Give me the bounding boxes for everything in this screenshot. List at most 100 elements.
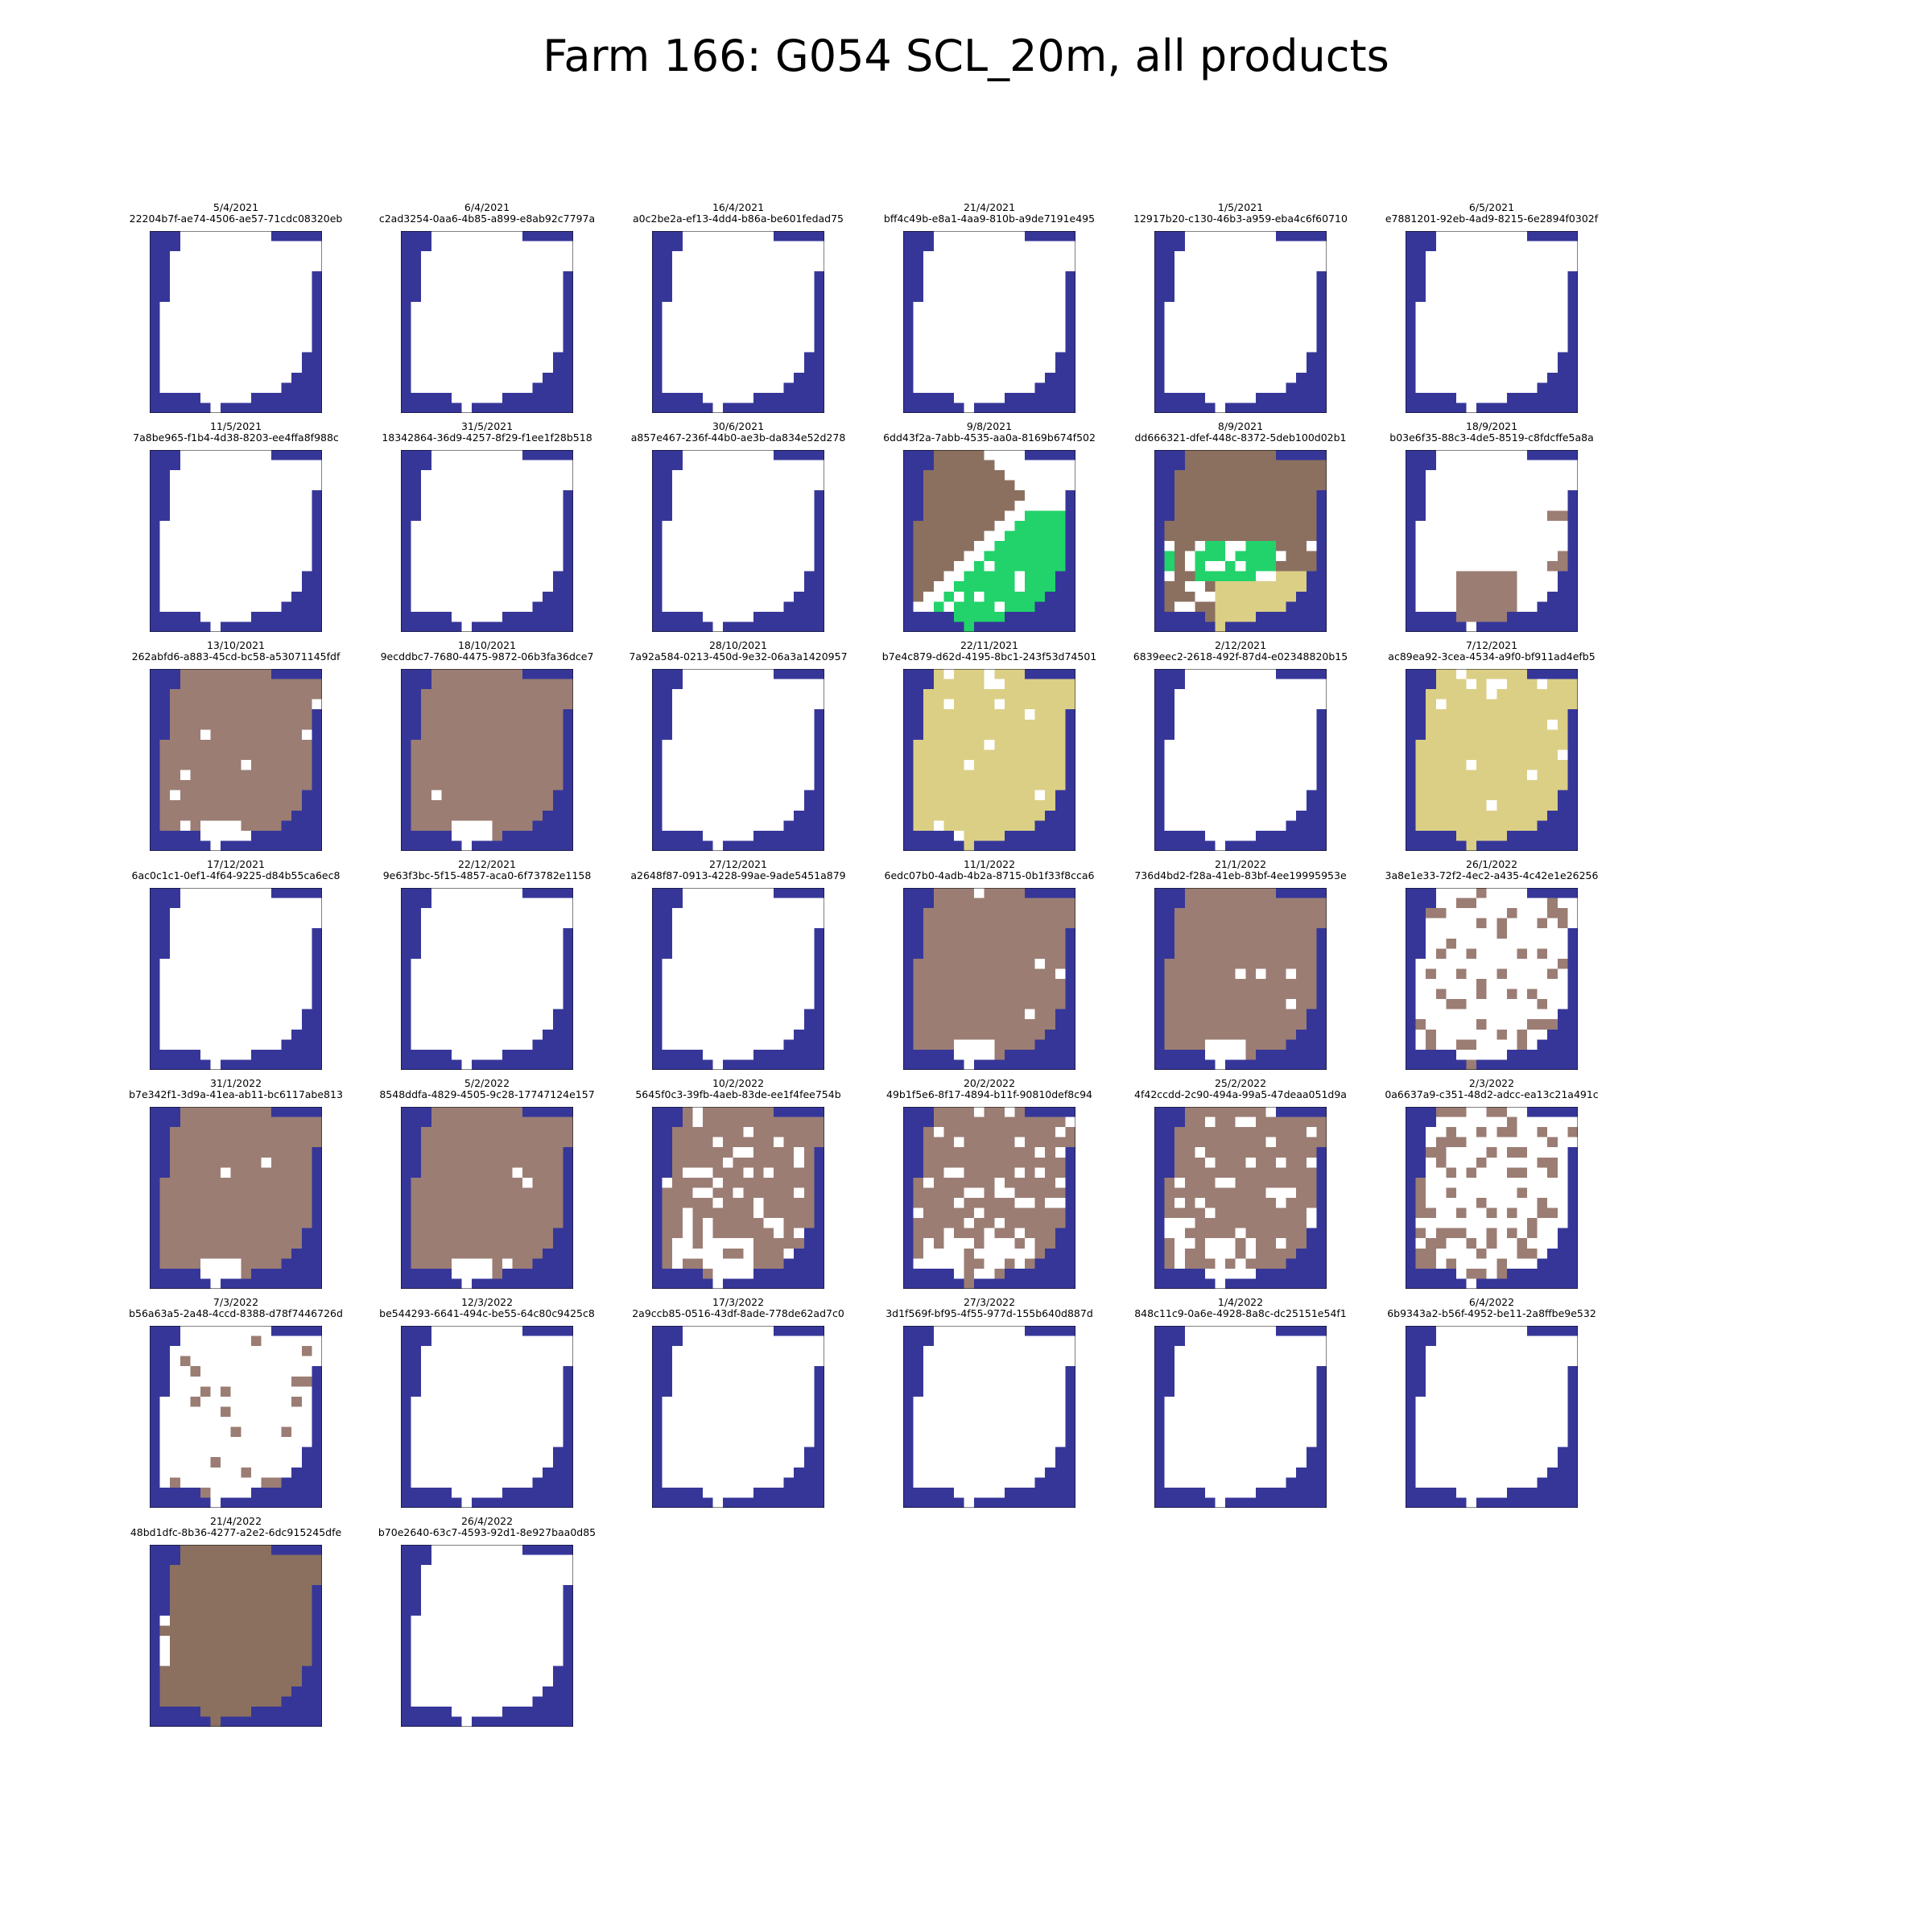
heatmap-cell — [230, 500, 242, 511]
heatmap-cell — [441, 699, 452, 710]
heatmap-cell — [1065, 470, 1075, 481]
heatmap-cell — [261, 780, 272, 791]
heatmap-cell — [1055, 530, 1066, 542]
heatmap-cell — [1316, 601, 1327, 613]
heatmap-cell — [913, 611, 924, 622]
heatmap-cell — [1184, 581, 1195, 592]
heatmap-cell — [1245, 322, 1257, 332]
heatmap-cell — [481, 719, 493, 730]
heatmap-cell — [291, 669, 303, 679]
heatmap-cell — [1476, 322, 1487, 332]
heatmap-cell — [1557, 611, 1568, 622]
heatmap-cell — [1014, 669, 1026, 679]
heatmap-cell — [774, 312, 784, 323]
heatmap-cell — [682, 490, 693, 502]
heatmap-cell — [974, 322, 985, 332]
heatmap-cell — [803, 450, 815, 460]
heatmap-cell — [200, 770, 211, 781]
heatmap-cell — [1426, 611, 1437, 622]
heatmap-cell — [1065, 332, 1075, 343]
heatmap-cell — [200, 352, 211, 363]
heatmap-cell — [712, 820, 724, 832]
heatmap-cell — [1567, 500, 1578, 511]
heatmap-cell — [563, 382, 573, 394]
heatmap-cell — [1204, 510, 1216, 522]
heatmap-cell — [803, 669, 815, 679]
panel-date: 1/5/2021 — [1217, 201, 1264, 213]
heatmap-cell — [1306, 621, 1317, 632]
heatmap-cell — [472, 291, 482, 303]
heatmap-cell — [241, 770, 252, 781]
heatmap-cell — [150, 530, 160, 542]
heatmap-cell — [923, 510, 935, 522]
heatmap-cell — [903, 392, 914, 403]
heatmap-cell — [241, 581, 252, 592]
heatmap-cell — [421, 322, 432, 332]
heatmap-cell — [933, 271, 944, 283]
heatmap-cell — [401, 402, 411, 413]
heatmap-cell — [1567, 281, 1578, 292]
heatmap-cell — [1296, 241, 1307, 252]
heatmap-cell — [1014, 601, 1026, 613]
heatmap-cell — [1496, 601, 1508, 613]
heatmap-cell — [502, 669, 513, 679]
heatmap-cell — [431, 561, 442, 572]
heatmap-cell — [1527, 382, 1538, 394]
heatmap-cell — [753, 392, 764, 403]
heatmap-cell — [1215, 352, 1226, 363]
heatmap-cell — [1034, 362, 1046, 374]
heatmap-cell — [522, 322, 533, 332]
heatmap-cell — [1415, 510, 1426, 522]
heatmap-cell — [1406, 591, 1416, 602]
heatmap-cell — [150, 820, 160, 832]
heatmap-cell — [271, 551, 282, 562]
heatmap-cell — [543, 352, 554, 363]
heatmap-panel: 1/5/2021 12917b20-c130-46b3-a959-eba4c6f6… — [1112, 202, 1369, 493]
heatmap-cell — [692, 352, 704, 363]
heatmap-cell — [1286, 541, 1297, 551]
heatmap-cell — [461, 561, 473, 572]
panel-product-id: dd666321-dfef-448c-8372-5deb100d02b1 — [1134, 431, 1347, 444]
heatmap-cell — [984, 820, 995, 832]
heatmap-cell — [672, 530, 683, 542]
heatmap-cell — [814, 581, 824, 592]
heatmap-cell — [1174, 382, 1186, 394]
heatmap-cell — [180, 500, 191, 511]
heatmap-cell — [1235, 520, 1246, 531]
heatmap-cell — [441, 581, 452, 592]
heatmap-cell — [1276, 470, 1286, 481]
heatmap-cell — [441, 830, 452, 841]
heatmap-cell — [1204, 470, 1216, 481]
heatmap-cell — [774, 611, 784, 622]
heatmap-cell — [1557, 231, 1568, 242]
heatmap-cell — [170, 392, 181, 403]
heatmap-cell — [1265, 301, 1277, 312]
heatmap-cell — [1195, 611, 1206, 622]
heatmap-cell — [783, 490, 795, 502]
heatmap-cell — [1446, 601, 1457, 613]
heatmap-cell — [1215, 510, 1226, 522]
heatmap-cell — [492, 709, 503, 720]
heatmap-cell — [421, 611, 432, 622]
heatmap-cell — [692, 301, 704, 312]
heatmap-cell — [210, 352, 221, 363]
heatmap-cell — [401, 251, 411, 262]
heatmap-cell — [532, 679, 543, 690]
heatmap-cell — [1406, 520, 1416, 531]
heatmap-cell — [563, 561, 573, 572]
heatmap-cell — [903, 621, 914, 632]
heatmap-cell — [170, 739, 181, 750]
heatmap-cell — [1466, 510, 1477, 522]
heatmap-cell — [672, 611, 683, 622]
heatmap-cell — [481, 601, 493, 613]
heatmap-cell — [652, 382, 663, 394]
heatmap-cell — [241, 342, 252, 353]
heatmap-cell — [1215, 450, 1226, 460]
heatmap-cell — [974, 450, 985, 460]
heatmap-cell — [1455, 591, 1467, 602]
heatmap-cell — [200, 591, 211, 602]
heatmap-cell — [1055, 301, 1066, 312]
heatmap-cell — [250, 332, 262, 343]
heatmap-cell — [763, 591, 774, 602]
heatmap-cell — [1225, 541, 1236, 551]
